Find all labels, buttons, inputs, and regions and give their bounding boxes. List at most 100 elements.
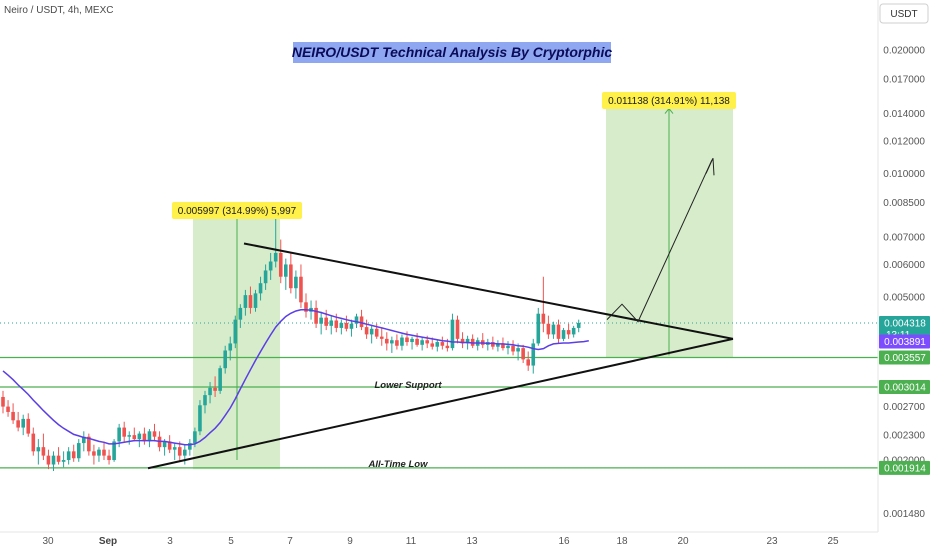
candle-body [92,451,96,456]
price-tick-label: 0.014000 [883,109,925,120]
price-tick-label: 0.017000 [883,75,925,86]
candle-body [349,323,354,329]
time-axis[interactable]: 30 Sep 3 5 7 9 11 13 16 18 20 23 25 [0,531,878,547]
candle-body [506,345,510,349]
price-tick-label: 0.012000 [883,137,925,148]
candle-body [203,395,207,406]
time-tick-label: 30 [42,536,54,547]
support-levels [0,356,878,469]
measure-label-2-bg [602,92,736,109]
candle-body [400,337,404,346]
price-tick-label: 0.005000 [883,292,925,303]
candle-body [511,345,515,352]
candle-body [379,336,384,339]
lower-trendline [147,337,734,470]
candle-body [496,343,500,347]
candle-body [329,320,334,326]
time-tick-label: 13 [466,536,478,547]
time-tick-label: 18 [616,536,628,547]
ema-price-value: 0.003891 [884,337,926,348]
candle-body [571,327,576,335]
candle-body [551,324,556,335]
candle-body [385,338,389,344]
candle-body [167,441,172,450]
chart-title: NEIRO/USDT Technical Analysis By Cryptor… [292,44,612,60]
upper-trendline [243,242,734,340]
all-time-low-value: 0.001914 [884,463,926,474]
candle-body [46,455,51,465]
candle-body [258,283,263,294]
candle-body [172,447,177,450]
symbol-label: Neiro / USDT, 4h, MEXC [4,5,113,16]
all-time-low-tag [879,460,930,475]
ema-price-tag [879,334,930,349]
support-1-value: 0.003557 [884,353,926,364]
price-tick-label: 0.007000 [883,232,925,243]
candle-body [405,337,409,343]
candle-body [41,447,46,456]
candle-body [26,418,31,434]
candle-body [82,436,86,444]
candle-body [390,340,394,344]
candle-body [233,319,238,344]
measure-label-1: 0.005997 (314.99%) 5,997 [178,206,297,217]
candle-body [374,328,379,337]
candle-body [556,324,561,339]
candle-body [127,435,132,437]
unit-button[interactable] [879,3,929,24]
candle-body [294,276,298,289]
candle-body [359,316,364,328]
price-tick-label: 0.010000 [883,169,925,180]
time-tick-label: Sep [99,536,117,547]
candle-body [177,447,182,456]
candle-body [228,343,233,351]
time-tick-label: 3 [167,536,173,547]
time-tick-label: 7 [287,536,293,547]
time-tick-label: 25 [827,536,839,547]
candle-body [334,320,339,328]
candle-body [415,338,419,345]
support-1-tag [879,350,930,365]
candle-body [339,322,344,328]
price-tags: 0.004318 13:11 0.003891 0.003557 0.00301… [879,316,930,475]
time-tick-label: 5 [228,536,234,547]
candle-body [576,322,581,328]
candle-body [188,443,192,450]
candle-body [21,418,25,428]
support-2-tag [879,380,930,395]
price-tick-label: 0.020000 [883,46,925,57]
candle-body [112,441,116,461]
candle-body [87,436,91,452]
unit-button-label: USDT [890,9,917,20]
time-tick-label: 9 [347,536,353,547]
candle-body [132,435,137,440]
candle-body [66,451,71,461]
candle-body [435,342,440,347]
candle-body [561,330,566,339]
candle-body [531,343,536,366]
projection-arrowhead [705,157,715,176]
candle-body [76,443,81,459]
candle-body [56,455,61,462]
candle-body [61,460,66,462]
candle-body [289,264,293,289]
candle-body [521,348,525,360]
candle-body [278,252,283,277]
title-background [293,42,611,63]
candle-body [410,338,414,343]
candle-body [51,455,56,465]
candle-body [198,405,202,432]
candle-body [213,387,217,391]
price-axis[interactable]: 0.0240000.0200000.0170000.0140000.012000… [877,0,932,550]
candle-body [102,449,106,456]
candle-body [162,441,167,448]
candle-body [31,433,36,452]
candle-body [107,455,111,461]
candle-body [137,433,142,440]
candle-body [430,343,435,347]
candle-body [263,270,268,284]
lower-support-label: Lower Support [374,380,442,391]
ema-line [2,309,589,446]
current-price-value: 0.004318 [884,319,926,330]
